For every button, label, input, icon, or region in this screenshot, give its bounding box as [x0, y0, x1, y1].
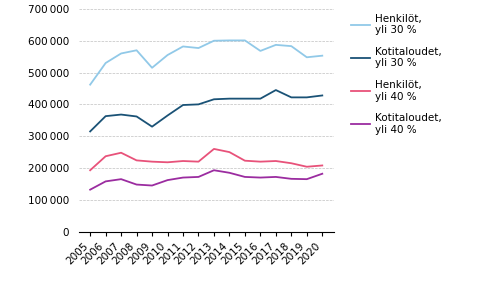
Legend: Henkilöt,
yli 30 %, Kotitaloudet,
yli 30 %, Henkilöt,
yli 40 %, Kotitaloudet,
yl: Henkilöt, yli 30 %, Kotitaloudet, yli 30… [347, 10, 446, 139]
